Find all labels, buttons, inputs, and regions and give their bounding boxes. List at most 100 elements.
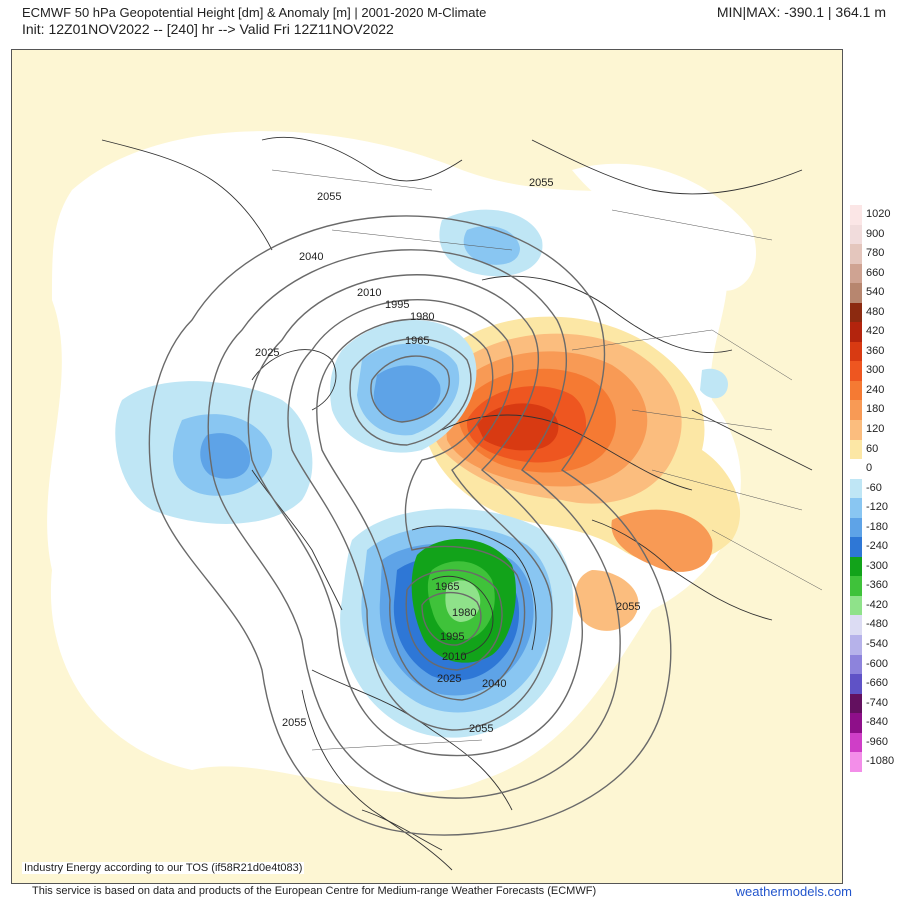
legend-swatch	[850, 635, 862, 655]
contour-labels: 1965 1965 1980 1980 1995 1995 2010 2010 …	[255, 177, 640, 735]
negative-anomaly-area-west	[115, 209, 543, 524]
neutral-anomaly-field-east	[572, 163, 757, 291]
legend-entry: 900	[848, 224, 898, 245]
legend-label: 240	[866, 383, 885, 396]
legend-swatch	[850, 517, 862, 538]
legend-entry: -60	[848, 478, 898, 499]
legend-entry: -600	[848, 654, 898, 675]
legend-swatch	[850, 576, 862, 596]
legend-swatch	[850, 498, 862, 518]
negative-anomaly-area-canada	[340, 508, 574, 738]
legend-label: -840	[866, 716, 889, 729]
legend-entry: -480	[848, 615, 898, 636]
contour-label: 1995	[385, 299, 409, 311]
legend-label: -420	[866, 598, 889, 611]
legend-label: 480	[866, 305, 885, 318]
legend-swatch	[850, 205, 862, 225]
legend-swatch	[850, 654, 862, 675]
legend-swatch	[850, 556, 862, 577]
contour-label: 2040	[482, 678, 506, 690]
legend-swatch	[850, 713, 862, 733]
legend-label: -180	[866, 520, 889, 533]
legend-entry: -180	[848, 517, 898, 538]
borders	[271, 169, 823, 751]
contour-label: 1965	[405, 335, 429, 347]
legend-swatch	[850, 283, 862, 303]
legend-entry: -120	[848, 498, 898, 518]
contour-label: 1965	[435, 581, 459, 593]
height-contours	[148, 215, 672, 836]
contour-label: 1980	[410, 311, 434, 323]
map-header: ECMWF 50 hPa Geopotential Height [dm] & …	[22, 4, 486, 38]
data-attribution: This service is based on data and produc…	[32, 885, 597, 897]
init-valid-time: Init: 12Z01NOV2022 -- [240] hr --> Valid…	[22, 21, 394, 37]
legend-label: -300	[866, 559, 889, 572]
brand-link[interactable]: weathermodels.com	[735, 884, 852, 899]
legend-swatch	[850, 537, 862, 557]
legend-entry: 660	[848, 263, 898, 284]
legend-label: -120	[866, 501, 889, 514]
anomaly-color-legend: 1020 900 780 660 540 480 420 360 300 240 180 120 60 0…	[848, 205, 898, 772]
contour-label: 2055	[616, 601, 640, 613]
legend-entry: -960	[848, 732, 898, 753]
legend-entry: -360	[848, 576, 898, 596]
legend-entry: -300	[848, 556, 898, 577]
legend-label: -740	[866, 696, 889, 709]
legend-label: 1020	[866, 208, 891, 220]
legend-entry: 1020	[848, 205, 898, 225]
legend-swatch	[850, 400, 862, 421]
legend-swatch	[850, 439, 862, 460]
legend-entry: 360	[848, 341, 898, 362]
legend-label: 900	[866, 227, 885, 240]
map-title: ECMWF 50 hPa Geopotential Height [dm] & …	[22, 5, 487, 20]
contour-label: 2025	[255, 347, 279, 359]
legend-label: 780	[866, 247, 885, 260]
legend-swatch	[850, 341, 862, 362]
legend-entry: 240	[848, 380, 898, 401]
legend-entry: -540	[848, 635, 898, 655]
legend-entry: 480	[848, 302, 898, 323]
legend-entry: 780	[848, 244, 898, 264]
legend-entry: -240	[848, 537, 898, 557]
legend-label: -360	[866, 579, 889, 592]
min-max-readout: MIN|MAX: -390.1 | 364.1 m	[716, 4, 886, 20]
legend-label: -960	[866, 735, 889, 748]
tos-notice: Industry Energy according to our TOS (if…	[22, 862, 305, 874]
legend-label: 360	[866, 344, 885, 357]
legend-label: 660	[866, 266, 885, 279]
legend-entry: 540	[848, 283, 898, 303]
legend-swatch	[850, 302, 862, 323]
legend-swatch	[850, 732, 862, 753]
legend-label: -480	[866, 618, 889, 631]
legend-label: -600	[866, 657, 889, 670]
legend-swatch	[850, 244, 862, 264]
contour-label: 2055	[469, 723, 493, 735]
legend-swatch	[850, 478, 862, 499]
legend-swatch	[850, 380, 862, 401]
legend-label: 420	[866, 325, 885, 338]
contour-label: 1980	[452, 607, 476, 619]
legend-label: 120	[866, 423, 885, 436]
legend-entry: -660	[848, 674, 898, 694]
legend-label: 300	[866, 364, 885, 377]
contour-label: 1995	[440, 631, 464, 643]
contour-label: 2055	[529, 177, 553, 189]
contour-label: 2055	[317, 191, 341, 203]
legend-swatch	[850, 263, 862, 284]
legend-entry: 180	[848, 400, 898, 421]
legend-label: 540	[866, 286, 885, 299]
legend-label: 0	[866, 462, 873, 475]
legend-swatch	[850, 615, 862, 636]
legend-swatch	[850, 224, 862, 245]
legend-entry: 120	[848, 420, 898, 440]
contour-label: 2040	[299, 251, 323, 263]
legend-swatch	[850, 322, 862, 342]
legend-swatch	[850, 595, 862, 616]
legend-swatch	[850, 420, 862, 440]
map-canvas: 1965 1965 1980 1980 1995 1995 2010 2010 …	[47, 131, 823, 871]
legend-label: -1080	[866, 755, 895, 768]
legend-entry: -420	[848, 595, 898, 616]
legend-entry: 420	[848, 322, 898, 342]
legend-label: -60	[866, 481, 882, 494]
legend-swatch	[850, 693, 862, 714]
